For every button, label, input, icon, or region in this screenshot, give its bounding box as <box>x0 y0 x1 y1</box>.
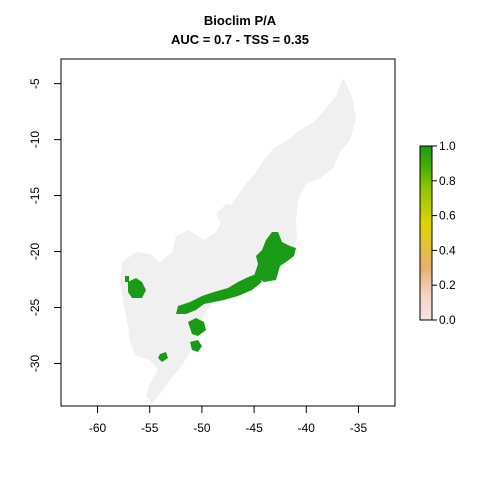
y-tick-label: -15 <box>28 187 42 205</box>
legend-color-bar <box>419 145 433 321</box>
y-tick-label: -20 <box>28 243 42 261</box>
y-axis: -5 -10 -15 -20 -25 -30 <box>28 78 61 372</box>
plot-subtitle: AUC = 0.7 - TSS = 0.35 <box>171 32 309 47</box>
x-tick-label: -55 <box>141 421 159 435</box>
legend-tick-label: 1.0 <box>439 139 456 153</box>
presence-patch-southwest <box>158 352 168 362</box>
legend-ticks: 1.0 0.8 0.6 0.4 0.2 0.0 <box>432 139 456 327</box>
presence-patch-south-central <box>188 318 206 336</box>
legend-tick-label: 0.0 <box>439 313 456 327</box>
x-tick-label: -60 <box>89 421 107 435</box>
legend-tick-label: 0.8 <box>439 174 456 188</box>
y-tick-label: -25 <box>28 298 42 316</box>
y-tick-label: -10 <box>28 131 42 149</box>
presence-patch-central <box>176 274 262 314</box>
legend-tick-label: 0.4 <box>439 243 456 257</box>
x-axis: -60 -55 -50 -45 -40 -35 <box>89 406 368 435</box>
study-area-region <box>120 78 356 404</box>
presence-patch-east <box>254 232 296 282</box>
x-tick-label: -50 <box>193 421 211 435</box>
plot-title: Bioclim P/A <box>204 13 277 28</box>
y-tick-label: -30 <box>28 354 42 372</box>
presence-patch-south <box>190 340 202 352</box>
study-area-main <box>120 78 356 404</box>
x-tick-label: -35 <box>350 421 368 435</box>
study-area-north-fragment <box>216 196 252 226</box>
legend-tick-label: 0.6 <box>439 209 456 223</box>
y-tick-label: -5 <box>28 78 42 89</box>
x-tick-label: -40 <box>298 421 316 435</box>
legend: 1.0 0.8 0.6 0.4 0.2 0.0 <box>419 139 456 327</box>
presence-patches <box>125 232 296 362</box>
plot-frame <box>60 58 396 407</box>
presence-patch-west-small <box>125 276 129 282</box>
x-tick-label: -45 <box>245 421 263 435</box>
legend-tick-label: 0.2 <box>439 278 456 292</box>
presence-patch-west <box>128 278 146 298</box>
